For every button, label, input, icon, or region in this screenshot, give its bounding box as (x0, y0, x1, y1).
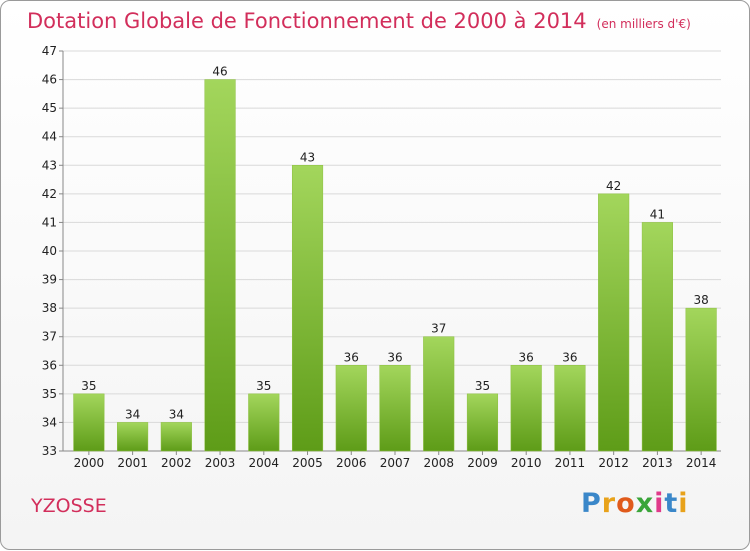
logo-letter: r (601, 488, 617, 519)
x-tick-label: 2004 (249, 456, 280, 470)
bar-value-label: 36 (344, 350, 359, 364)
bar (248, 393, 280, 452)
bar (423, 336, 455, 452)
x-tick-labels: 2000 2001 2002 2003 2004 2005 2006 2007 2008 2009… (74, 456, 717, 470)
bar (335, 365, 367, 452)
bar-value-label: 37 (431, 322, 446, 336)
bar-value-label: 35 (256, 379, 271, 393)
bar (117, 422, 149, 452)
y-tick-label: 43 (42, 158, 57, 172)
x-tick-label: 2007 (380, 456, 411, 470)
logo-letter: o (616, 488, 636, 519)
x-tick-label: 2013 (642, 456, 673, 470)
bar (598, 193, 630, 452)
x-tick-label: 2001 (117, 456, 148, 470)
bar-value-label: 38 (693, 293, 708, 307)
logo-letter: i (654, 488, 665, 519)
chart-unit: (en milliers d'€) (596, 17, 691, 31)
y-tick-label: 40 (42, 244, 57, 258)
x-tick-label: 2005 (292, 456, 323, 470)
bar-value-label: 36 (387, 350, 402, 364)
y-tick-label: 34 (42, 415, 57, 429)
logo-letter: t (664, 488, 679, 519)
bar-value-label: 34 (125, 407, 140, 421)
bar (73, 393, 105, 452)
y-tick-label: 46 (42, 73, 57, 87)
bar-value-label: 34 (169, 407, 184, 421)
y-tick-label: 42 (42, 187, 57, 201)
bar (554, 365, 586, 452)
bar (204, 79, 236, 452)
bar (641, 222, 673, 452)
town-name: YZOSSE (31, 495, 107, 517)
y-tick-label: 39 (42, 273, 57, 287)
x-tick-label: 2012 (598, 456, 629, 470)
chart-title-text: Dotation Globale de Fonctionnement de 20… (27, 9, 587, 33)
bar (510, 365, 542, 452)
bar-value-label: 42 (606, 179, 621, 193)
x-tick-label: 2009 (467, 456, 498, 470)
x-tick-label: 2008 (423, 456, 454, 470)
x-tick-label: 2014 (686, 456, 717, 470)
y-tick-label: 37 (42, 330, 57, 344)
x-tick-label: 2010 (511, 456, 542, 470)
y-tick-label: 41 (42, 215, 57, 229)
bar-value-label: 35 (81, 379, 96, 393)
x-tick-label: 2000 (74, 456, 105, 470)
bar (685, 307, 717, 452)
y-tick-label: 36 (42, 358, 57, 372)
bar-value-label: 46 (212, 65, 227, 79)
proxiti-logo[interactable]: Proxiti (581, 488, 689, 519)
y-tick-label: 45 (42, 101, 57, 115)
bar-value-label: 36 (519, 350, 534, 364)
bar (291, 165, 324, 452)
bar-value-label: 41 (650, 207, 665, 221)
logo-letter: x (635, 488, 655, 519)
y-tick-label: 44 (42, 130, 57, 144)
y-tick-label: 35 (42, 387, 57, 401)
bar (379, 365, 411, 452)
bar (160, 422, 192, 452)
bars: 35 34 34 46 35 43 36 36 37 35 36 36 42 41 38 (73, 65, 717, 452)
y-tick-label: 33 (42, 444, 57, 458)
bar-value-label: 36 (562, 350, 577, 364)
x-tick-label: 2003 (205, 456, 236, 470)
x-tick-label: 2002 (161, 456, 192, 470)
y-tick-labels: 33 34 35 36 37 38 39 40 41 42 43 44 45 46 47 (42, 44, 57, 458)
chart-title: Dotation Globale de Fonctionnement de 20… (27, 9, 691, 33)
logo-letter: i (678, 488, 689, 519)
y-tick-label: 47 (42, 44, 57, 58)
logo-letter: P (581, 488, 602, 519)
bar-value-label: 35 (475, 379, 490, 393)
x-tick-label: 2006 (336, 456, 367, 470)
x-tick-label: 2011 (555, 456, 586, 470)
y-tick-label: 38 (42, 301, 57, 315)
bar (466, 393, 499, 452)
bar-value-label: 43 (300, 150, 315, 164)
